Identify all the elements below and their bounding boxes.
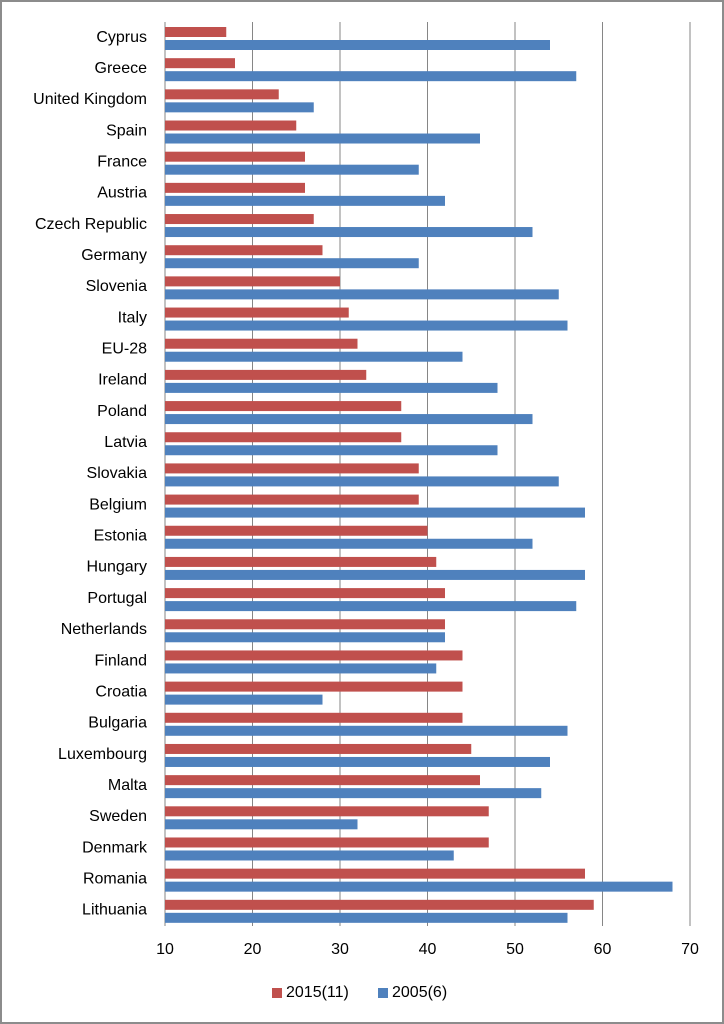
bar	[165, 351, 463, 362]
y-tick-label: Poland	[97, 403, 147, 420]
bar	[165, 556, 437, 567]
bar	[165, 868, 585, 879]
bar	[165, 725, 568, 736]
bar	[165, 650, 463, 661]
y-tick-label: Portugal	[87, 590, 147, 607]
bar	[165, 507, 585, 518]
y-tick-label: Germany	[81, 247, 147, 264]
bar	[165, 307, 349, 318]
bar	[165, 133, 480, 144]
bar	[165, 601, 577, 612]
bar	[165, 681, 463, 692]
y-tick-label: Romania	[83, 870, 147, 887]
y-tick-label: Czech Republic	[35, 216, 147, 233]
x-tick-label: 60	[594, 941, 612, 958]
x-tick-label: 20	[244, 941, 262, 958]
x-tick-label: 50	[506, 941, 524, 958]
bar	[165, 445, 498, 456]
bar	[165, 837, 489, 848]
legend-swatch	[272, 988, 282, 998]
bar	[165, 58, 235, 69]
y-tick-label: Spain	[106, 122, 147, 139]
y-tick-label: Sweden	[89, 808, 147, 825]
y-tick-label: Lithuania	[82, 902, 147, 919]
y-tick-label: Hungary	[87, 559, 147, 576]
y-tick-label: United Kingdom	[33, 91, 147, 108]
bar	[165, 102, 314, 113]
x-tick-label: 40	[419, 941, 437, 958]
bar	[165, 276, 340, 287]
y-tick-label: Slovakia	[87, 465, 148, 482]
bar	[165, 369, 367, 380]
legend-swatch	[378, 988, 388, 998]
bar	[165, 806, 489, 817]
bar	[165, 881, 673, 892]
y-tick-label: Belgium	[89, 496, 147, 513]
bar	[165, 569, 585, 580]
bar	[165, 214, 314, 225]
y-tick-label: Finland	[95, 652, 147, 669]
bar	[165, 775, 480, 786]
y-tick-label: Greece	[95, 60, 148, 77]
bar	[165, 338, 358, 349]
bar	[165, 743, 472, 754]
bar	[165, 463, 419, 474]
bar	[165, 289, 559, 300]
x-tick-label: 10	[156, 941, 174, 958]
bar	[165, 401, 402, 412]
y-tick-label: Ireland	[98, 372, 147, 389]
bar	[165, 912, 568, 923]
bar	[165, 382, 498, 393]
bar	[165, 494, 419, 505]
bar	[165, 245, 323, 256]
y-tick-label: France	[97, 153, 147, 170]
y-tick-label: Malta	[108, 777, 147, 794]
bar	[165, 712, 463, 723]
bar	[165, 71, 577, 82]
bar	[165, 899, 594, 910]
legend-label: 2005(6)	[392, 984, 447, 1001]
y-tick-label: Luxembourg	[58, 746, 147, 763]
bar	[165, 694, 323, 705]
bar	[165, 850, 454, 861]
y-tick-label: Slovenia	[86, 278, 147, 295]
bar	[165, 619, 445, 630]
bar	[165, 525, 428, 536]
bar	[165, 89, 279, 100]
x-tick-label: 30	[331, 941, 349, 958]
bar	[165, 151, 305, 162]
bar	[165, 40, 550, 50]
y-tick-label: Denmark	[82, 839, 148, 856]
x-tick-label: 70	[681, 941, 699, 958]
y-tick-label: Austria	[97, 185, 147, 202]
bar	[165, 476, 559, 487]
bar	[165, 414, 533, 425]
y-tick-label: Croatia	[95, 683, 147, 700]
y-tick-label: Netherlands	[61, 621, 147, 638]
bar	[165, 538, 533, 549]
bar	[165, 164, 419, 175]
y-tick-label: Bulgaria	[88, 715, 147, 732]
y-tick-label: Latvia	[104, 434, 147, 451]
bar	[165, 632, 445, 643]
bar	[165, 182, 305, 193]
y-tick-label: Estonia	[94, 528, 147, 545]
bar	[165, 588, 445, 599]
bar	[165, 788, 542, 799]
bar	[165, 258, 419, 269]
bar	[165, 819, 358, 830]
bar	[165, 663, 437, 674]
y-tick-label: Italy	[118, 309, 147, 326]
bar	[165, 195, 445, 206]
bar	[165, 432, 402, 443]
bar	[165, 227, 533, 238]
legend-label: 2015(11)	[286, 984, 349, 1001]
y-tick-label: EU-28	[102, 341, 147, 358]
y-tick-label: Cyprus	[96, 29, 147, 46]
bar	[165, 27, 227, 37]
bar	[165, 320, 568, 331]
bar	[165, 756, 550, 767]
bar	[165, 120, 297, 131]
